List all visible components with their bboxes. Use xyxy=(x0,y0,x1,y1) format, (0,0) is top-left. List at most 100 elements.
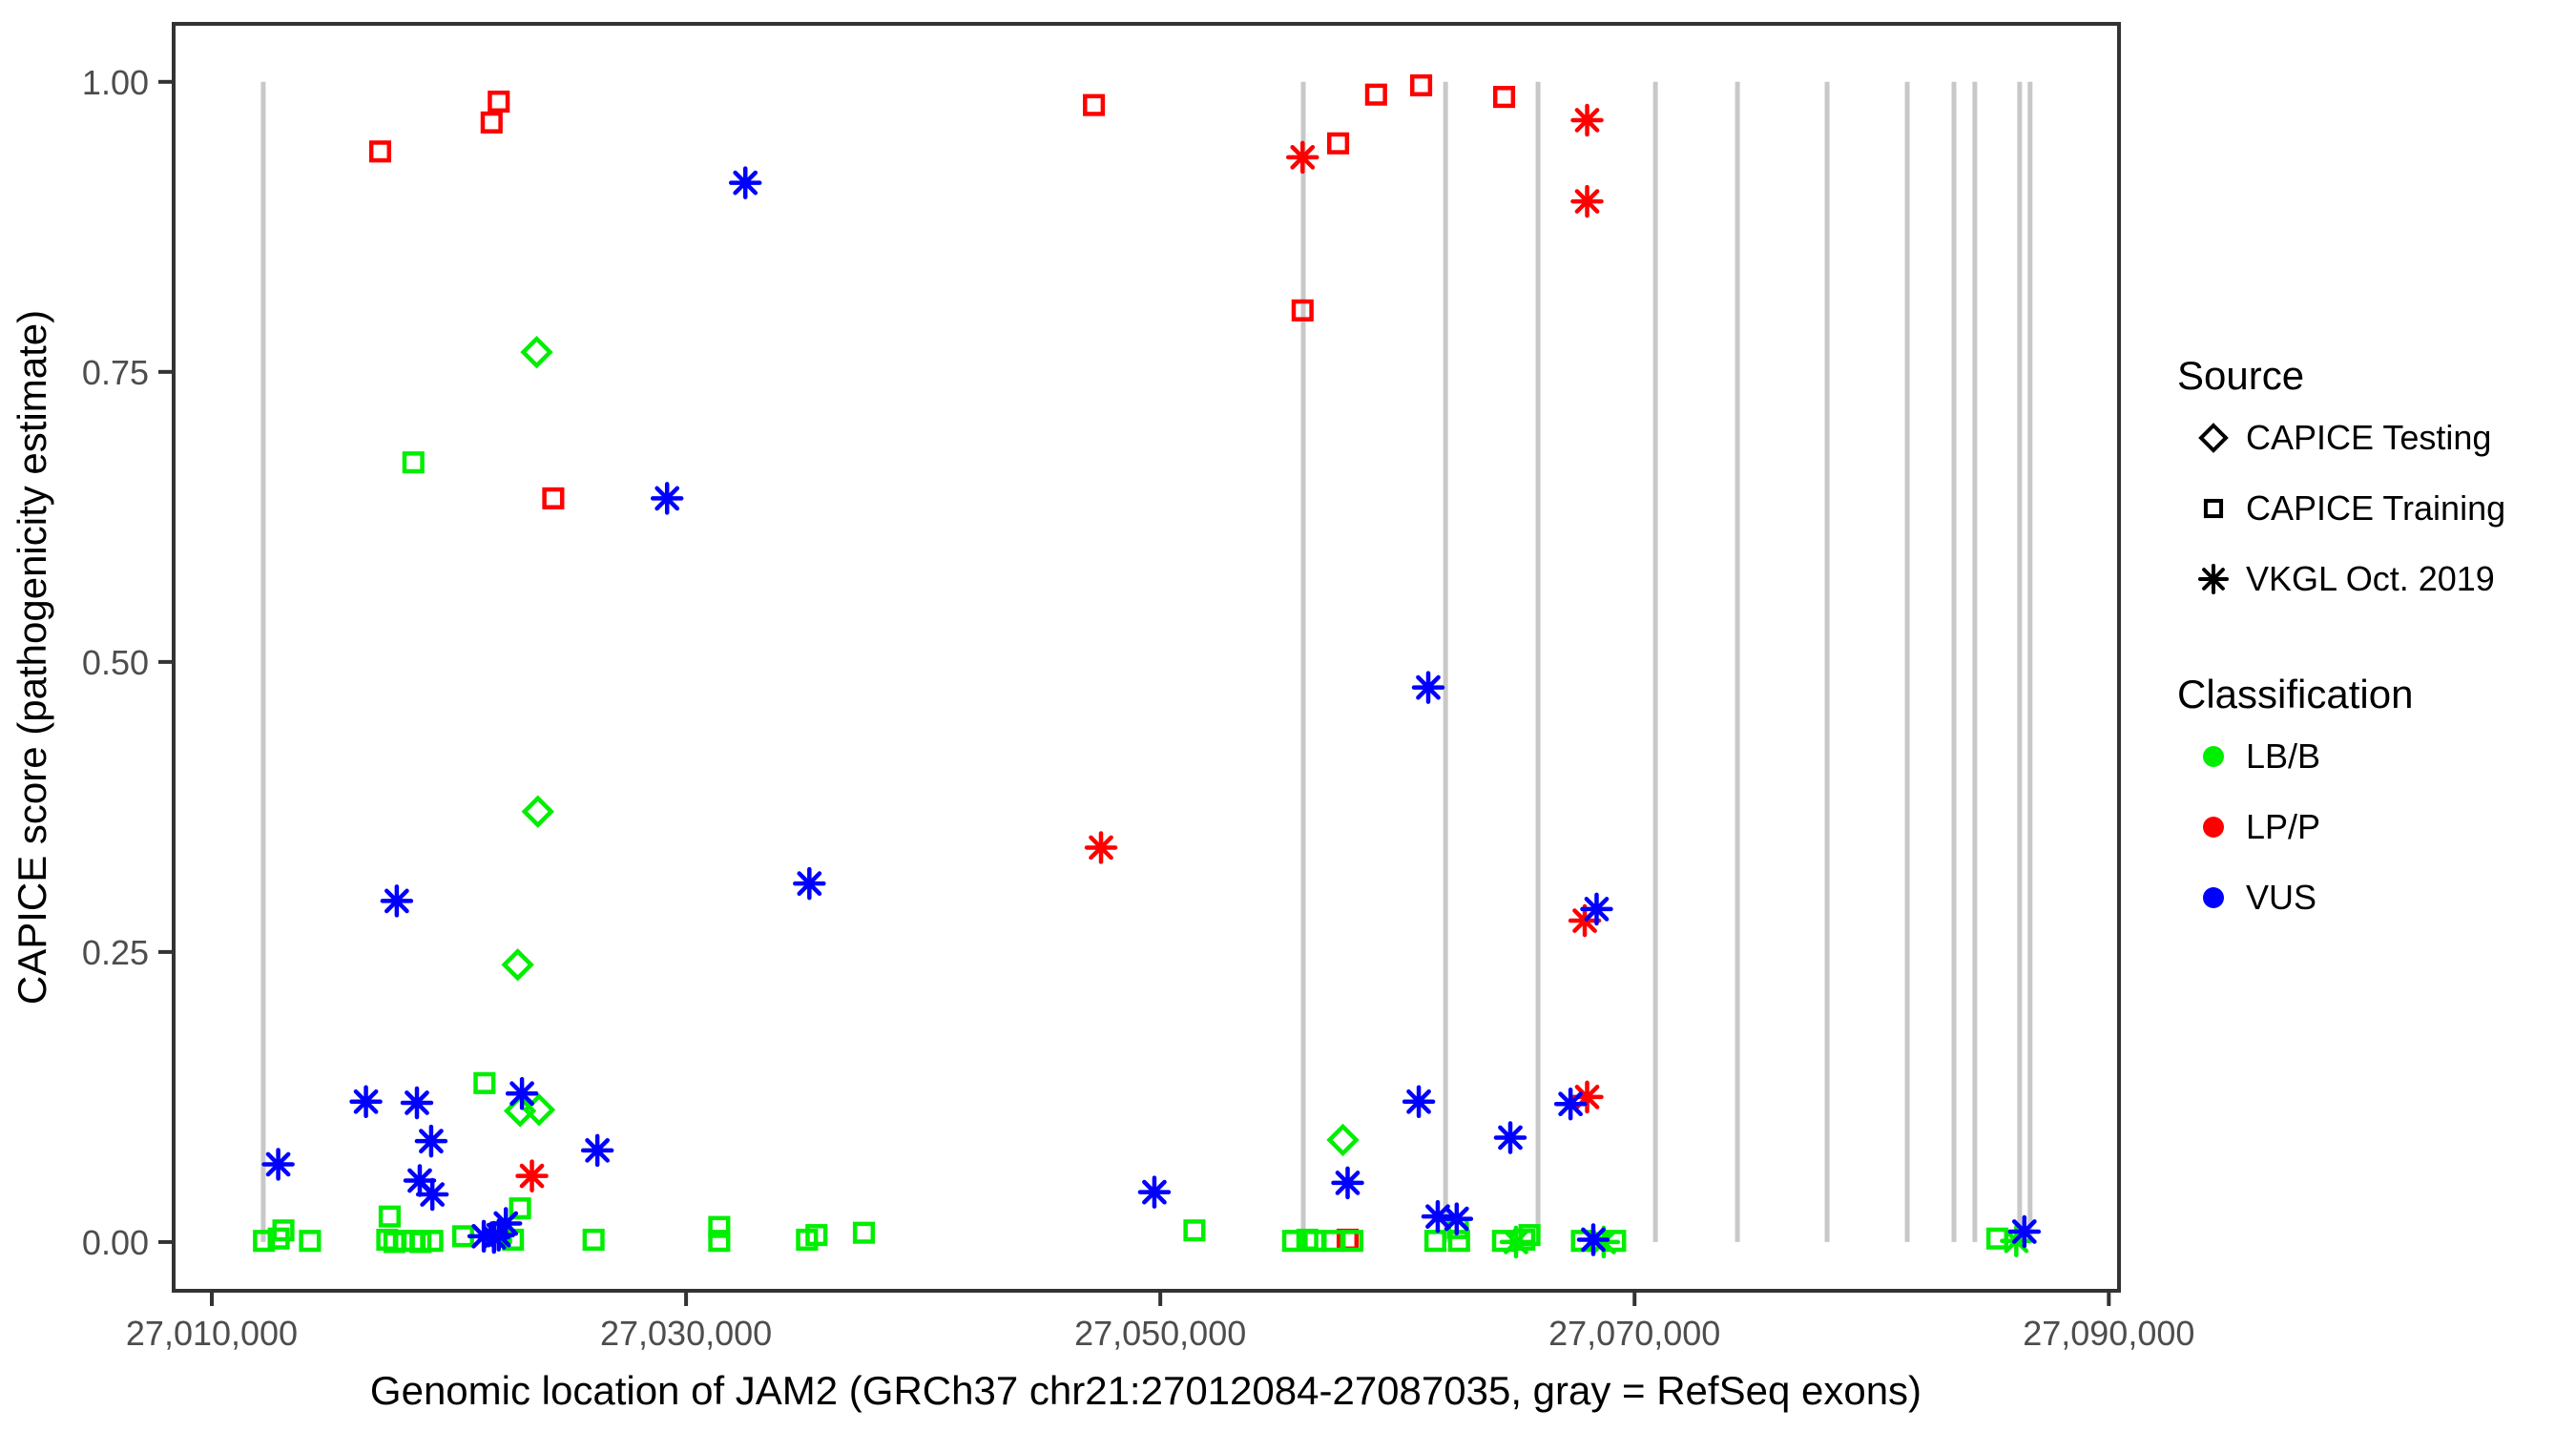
square-marker xyxy=(488,90,510,114)
square-marker xyxy=(1423,1230,1447,1253)
asterisk-marker xyxy=(1084,831,1118,864)
legend-item-label: CAPICE Testing xyxy=(2246,418,2492,457)
legend-item-lpp: LP/P xyxy=(2177,792,2559,862)
asterisk-marker xyxy=(380,884,414,918)
square-marker xyxy=(299,1230,322,1253)
square-marker xyxy=(1447,1230,1470,1253)
square-marker xyxy=(542,487,565,509)
diamond-marker xyxy=(2198,423,2229,453)
square-marker xyxy=(1985,1227,2009,1250)
square-marker xyxy=(409,1231,432,1254)
legend: Source CAPICE Testing CAPICE Training VK… xyxy=(2177,349,2559,933)
y-tick-label: 0.50 xyxy=(82,643,149,682)
asterisk-marker xyxy=(1499,1225,1533,1259)
asterisk-marker xyxy=(414,1124,448,1158)
square-marker xyxy=(852,1221,876,1244)
y-tick-label: 0.75 xyxy=(82,353,149,392)
asterisk-marker xyxy=(1570,184,1604,218)
asterisk-marker xyxy=(2198,564,2229,594)
asterisk-marker xyxy=(1568,903,1602,938)
square-marker-icon xyxy=(2203,498,2224,519)
asterisk-marker xyxy=(1286,140,1319,175)
diamond-marker xyxy=(1326,1123,1360,1157)
asterisk-marker xyxy=(1331,1166,1364,1200)
legend-item-lbb: LB/B xyxy=(2177,721,2559,792)
x-axis-title: Genomic location of JAM2 (GRCh37 chr21:2… xyxy=(370,1368,1922,1413)
asterisk-marker xyxy=(482,1218,515,1252)
asterisk-marker xyxy=(1402,1085,1436,1119)
y-tick-label: 1.00 xyxy=(82,63,149,102)
square-marker xyxy=(582,1228,605,1252)
asterisk-marker xyxy=(1411,671,1445,704)
y-axis: 0.00 0.25 0.50 0.75 1.00 xyxy=(82,63,174,1262)
asterisk-marker xyxy=(488,1207,523,1240)
legend-item-capice-testing: CAPICE Testing xyxy=(2177,403,2559,473)
asterisk-marker xyxy=(261,1148,295,1181)
blue-dot-icon xyxy=(2203,887,2224,908)
asterisk-marker xyxy=(515,1159,549,1192)
square-marker xyxy=(708,1215,731,1238)
asterisk-marker xyxy=(415,1177,449,1212)
legend-item-label: VUS xyxy=(2246,878,2317,917)
square-marker xyxy=(402,451,425,474)
x-tick-label: 27,070,000 xyxy=(1548,1314,1720,1353)
dot-marker xyxy=(2203,887,2224,908)
diamond-marker xyxy=(522,1093,556,1127)
legend-item-label: LP/P xyxy=(2246,807,2321,846)
square-marker xyxy=(509,1197,531,1220)
square-marker xyxy=(1340,1230,1364,1253)
asterisk-marker xyxy=(1580,892,1613,926)
legend-item-vus: VUS xyxy=(2177,862,2559,933)
green-dot-icon xyxy=(2203,746,2224,767)
data-points xyxy=(253,73,2042,1259)
asterisk-marker xyxy=(650,482,684,515)
refseq-exon-lines xyxy=(260,81,2033,1242)
diamond-marker xyxy=(501,948,534,982)
square-marker xyxy=(473,1071,496,1094)
x-tick-label: 27,030,000 xyxy=(600,1314,772,1353)
asterisk-marker xyxy=(1137,1175,1172,1209)
square-marker xyxy=(421,1230,444,1253)
red-dot-icon xyxy=(2203,817,2224,838)
legend-classification-title: Classification xyxy=(2177,672,2414,716)
asterisk-marker xyxy=(1493,1121,1527,1154)
square-marker xyxy=(1083,93,1106,116)
square-marker xyxy=(1492,86,1516,109)
asterisk-marker xyxy=(403,1164,437,1197)
diamond-marker-icon xyxy=(2198,423,2229,453)
asterisk-marker xyxy=(580,1133,614,1168)
asterisk-marker xyxy=(1576,1223,1610,1256)
y-tick-label: 0.25 xyxy=(82,933,149,972)
square-marker xyxy=(708,1230,731,1253)
square-marker xyxy=(272,1219,295,1242)
legend-item-label: VKGL Oct. 2019 xyxy=(2246,559,2495,598)
legend-spacer xyxy=(2177,614,2559,668)
x-tick-label: 27,050,000 xyxy=(1074,1314,1246,1353)
square-marker xyxy=(1364,83,1387,106)
asterisk-marker xyxy=(1570,1080,1604,1114)
asterisk-marker-icon xyxy=(2198,564,2229,594)
asterisk-marker xyxy=(2007,1214,2042,1249)
x-axis: 27,010,000 27,030,000 27,050,000 27,070,000… xyxy=(126,1291,2194,1353)
square-marker xyxy=(1327,132,1350,155)
square-marker xyxy=(378,1205,401,1228)
legend-item-label: LB/B xyxy=(2246,736,2321,776)
legend-item-capice-training: CAPICE Training xyxy=(2177,473,2559,544)
x-tick-label: 27,090,000 xyxy=(2023,1314,2194,1353)
asterisk-marker xyxy=(1553,1087,1588,1121)
asterisk-marker xyxy=(349,1085,383,1119)
square-marker xyxy=(1410,73,1433,97)
square-marker xyxy=(2203,498,2224,519)
square-marker xyxy=(1281,1230,1304,1253)
asterisk-marker xyxy=(505,1077,539,1110)
dot-marker xyxy=(2203,817,2224,838)
asterisk-marker xyxy=(1421,1199,1455,1234)
diamond-marker xyxy=(521,795,554,828)
dot-marker xyxy=(2203,746,2224,767)
asterisk-marker xyxy=(1440,1202,1474,1235)
legend-item-vkgl: VKGL Oct. 2019 xyxy=(2177,544,2559,614)
x-tick-label: 27,010,000 xyxy=(126,1314,298,1353)
y-tick-label: 0.00 xyxy=(82,1223,149,1262)
